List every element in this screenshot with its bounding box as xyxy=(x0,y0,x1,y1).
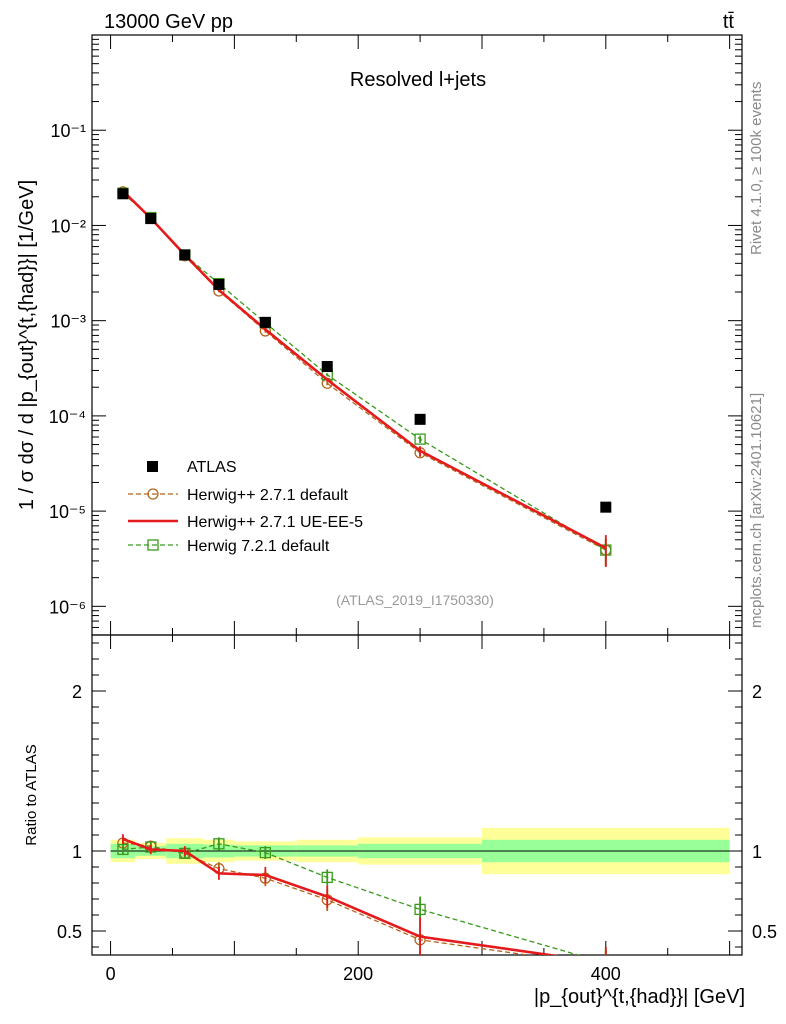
energy-label: 13000 GeV pp xyxy=(104,11,233,33)
ratio-line-1 xyxy=(122,837,559,955)
ratio-ytick-label: 1 xyxy=(72,842,82,862)
main-point-herwig7 xyxy=(414,433,426,445)
main-point-atlas xyxy=(145,213,157,225)
plot-title: Resolved l+jets xyxy=(350,69,486,91)
ratio-axis: 0.5 0.5 1 1 2 2 0 200 400 xyxy=(57,635,777,984)
main-ytick-label: 10⁻⁵ xyxy=(49,502,86,522)
ratio-panel-frame xyxy=(91,634,743,956)
legend-label-herwig7: Herwig 7.2.1 default xyxy=(187,538,330,555)
main-point-atlas xyxy=(117,188,129,200)
ratio-ylabel: Ratio to ATLAS xyxy=(23,744,40,845)
legend: ATLAS Herwig++ 2.7.1 default Herwig++ 2.… xyxy=(128,459,363,555)
rivet-label: Rivet 4.1.0, ≥ 100k events xyxy=(748,82,765,255)
ratio-point-herwig7 xyxy=(414,903,426,916)
main-point-atlas xyxy=(414,413,426,425)
ratio-point-herwig7 xyxy=(321,871,333,884)
ratio-point-herwig7 xyxy=(213,838,225,850)
main-ytick-label: 10⁻¹ xyxy=(50,121,86,141)
ratio-point-herwig7 xyxy=(117,843,129,856)
main-point-atlas xyxy=(259,316,271,328)
main-ytick-label: 10⁻² xyxy=(50,216,86,236)
ratio-xtick-label: 0 xyxy=(106,964,116,984)
main-point-atlas xyxy=(600,501,612,513)
ratio-uncertainty-bands xyxy=(110,827,730,875)
legend-marker-herwigpp-default xyxy=(147,488,159,500)
main-ytick-label: 10⁻⁶ xyxy=(49,597,86,617)
process-label: tt̄ xyxy=(723,11,735,33)
legend-marker-herwig7 xyxy=(147,539,159,551)
legend-label-atlas: ATLAS xyxy=(187,459,237,476)
ratio-ytick-label-right: 2 xyxy=(752,682,762,702)
main-point-atlas xyxy=(179,249,191,261)
ratio-point-herwig7 xyxy=(259,846,271,859)
ratio-ytick-label-right: 1 xyxy=(752,842,762,862)
ratio-xtick-label: 200 xyxy=(343,964,373,984)
ratio-clipped-group xyxy=(117,834,607,955)
main-ytick-label: 10⁻⁴ xyxy=(49,407,86,427)
ratio-ytick-label: 0.5 xyxy=(57,922,82,942)
ratio-ytick-label: 2 xyxy=(72,682,82,702)
main-axis: 10⁻¹ 10⁻² 10⁻³ 10⁻⁴ 10⁻⁵ 10⁻⁶ xyxy=(49,35,742,635)
main-line-3 xyxy=(122,192,607,551)
main-ylabel: 1 / σ dσ / d |p_{out}^{t,{had}}| [1/GeV] xyxy=(16,180,38,510)
x-axis-label: |p_{out}^{t,{had}}| [GeV] xyxy=(534,986,745,1008)
ratio-xtick-label: 400 xyxy=(591,964,621,984)
legend-marker-atlas xyxy=(147,461,158,472)
legend-label-herwigpp-ueee5: Herwig++ 2.7.1 UE-EE-5 xyxy=(187,514,363,531)
ratio-ytick-label-right: 0.5 xyxy=(752,922,777,942)
main-point-atlas xyxy=(213,278,225,290)
main-line-2 xyxy=(122,190,607,550)
ratio-series-group xyxy=(117,834,607,955)
mcplots-label: mcplots.cern.ch [arXiv:2401.10621] xyxy=(748,393,765,628)
legend-label-herwigpp-default: Herwig++ 2.7.1 default xyxy=(187,487,349,504)
main-series-group xyxy=(117,186,612,567)
analysis-label: (ATLAS_2019_I1750330) xyxy=(336,592,494,608)
ratio-line-2 xyxy=(122,843,581,955)
main-ytick-label: 10⁻³ xyxy=(50,312,86,332)
main-point-atlas xyxy=(321,361,333,373)
